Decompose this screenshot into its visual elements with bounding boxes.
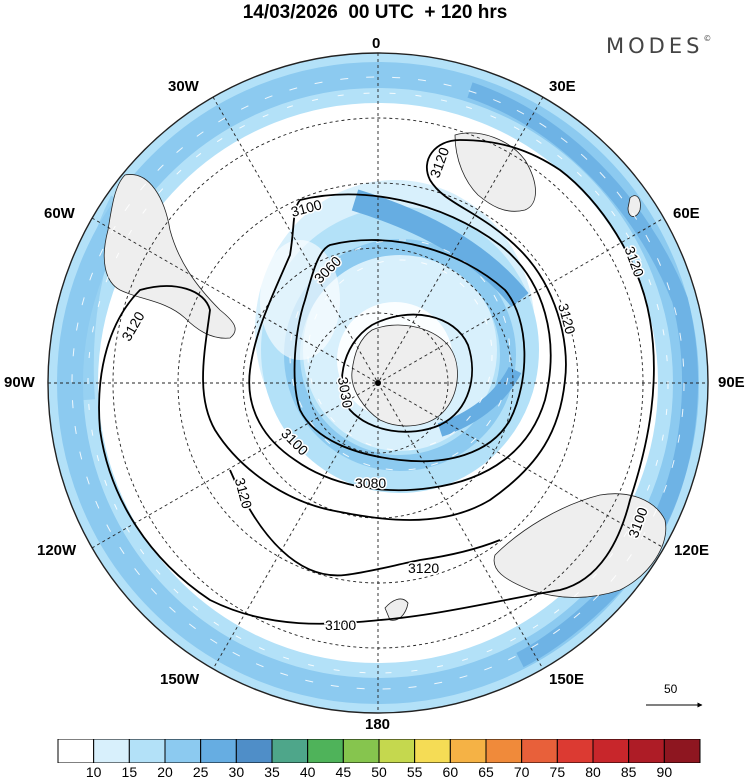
colorbar-swatch xyxy=(378,739,416,763)
brand-name: MODES xyxy=(606,34,704,58)
colorbar-tick-label: 30 xyxy=(228,764,245,780)
colorbar-tick-label: 45 xyxy=(335,764,352,780)
colorbar-swatch xyxy=(628,739,665,763)
colorbar-swatch xyxy=(307,739,344,763)
antarctica xyxy=(351,324,458,427)
contour-3120-outer xyxy=(98,139,655,625)
contour-label: 3100 xyxy=(325,617,356,633)
contour-label: 3120 xyxy=(408,560,439,576)
colorbar-swatch xyxy=(414,739,451,763)
lon-label-120w: 120W xyxy=(37,542,77,559)
colorbar-swatch xyxy=(200,739,237,763)
brand-logo: MODES© xyxy=(606,34,711,58)
wind-vectors xyxy=(71,76,685,690)
copyright-mark: © xyxy=(703,34,712,43)
lon-label-60e: 60E xyxy=(673,205,700,222)
colorbar-swatch xyxy=(271,739,309,763)
colorbar-tick-label: 20 xyxy=(157,764,173,780)
australia xyxy=(493,493,667,598)
colorbar-swatch xyxy=(485,739,523,763)
colorbar-swatch xyxy=(342,739,380,763)
geopotential-contours xyxy=(98,139,655,625)
colorbar-tick-label: 80 xyxy=(585,764,601,780)
colorbar-swatch xyxy=(592,739,630,763)
colorbar-tick-label: 55 xyxy=(406,764,423,780)
contour-3100 xyxy=(248,193,552,492)
colorbar-swatch xyxy=(93,739,130,763)
lon-label-120e: 120E xyxy=(674,542,710,559)
colorbar-tick-label: 10 xyxy=(85,764,102,780)
colorbar-swatch xyxy=(449,739,487,763)
new-zealand xyxy=(384,598,409,621)
lon-label-90e: 90E xyxy=(718,374,745,391)
colorbar-swatch xyxy=(128,739,166,763)
colorbar-tick-label: 60 xyxy=(442,764,459,780)
colorbar-tick-label: 50 xyxy=(371,764,387,780)
south-pole-marker xyxy=(375,380,381,386)
lon-label-90w: 90W xyxy=(4,374,35,391)
lon-label-180: 180 xyxy=(365,716,391,733)
colorbar-tick-label: 85 xyxy=(620,764,637,780)
colorbar-tick-label: 25 xyxy=(192,764,209,780)
lon-label-60w: 60W xyxy=(44,205,75,222)
contour-3080 xyxy=(293,239,526,463)
colorbar-swatch xyxy=(556,739,594,763)
lon-label-150w: 150W xyxy=(160,671,200,688)
madagascar xyxy=(627,195,641,217)
colorbar-tick-label: 70 xyxy=(513,764,530,780)
contour-3120-australia xyxy=(229,469,501,577)
lon-label-30w: 30W xyxy=(168,78,199,95)
colorbar-swatch xyxy=(521,739,558,763)
map-border xyxy=(47,52,709,714)
africa xyxy=(454,132,536,212)
lon-label-30e: 30E xyxy=(549,78,576,95)
lon-label-0: 0 xyxy=(372,35,381,52)
colorbar-tick-label: 90 xyxy=(656,764,673,780)
colorbar-swatch xyxy=(57,739,95,763)
map-title: 14/03/2026 00 UTC + 120 hrs xyxy=(242,2,508,23)
lon-label-150e: 150E xyxy=(549,671,585,688)
vector-reference-label: 50 xyxy=(664,682,678,696)
contour-label: 3080 xyxy=(355,475,386,491)
colorbar-tick-label: 35 xyxy=(264,764,280,780)
colorbar-swatch xyxy=(164,739,202,763)
colorbar-swatch xyxy=(663,739,701,763)
contour-3060 xyxy=(341,313,473,433)
colorbar-swatch xyxy=(235,739,273,763)
colorbar-tick-label: 65 xyxy=(478,764,494,780)
colorbar-tick-label: 75 xyxy=(549,764,566,780)
colorbar-tick-label: 40 xyxy=(299,764,316,780)
colorbar xyxy=(57,739,701,763)
colorbar-tick-label: 15 xyxy=(121,764,138,780)
